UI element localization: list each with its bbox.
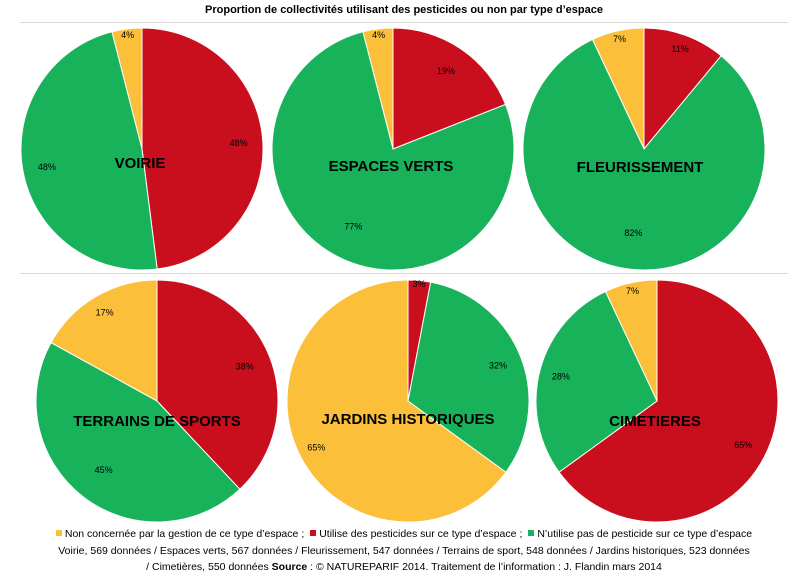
pie-espaces-verts: 4% 19% 77% ESPACES VERTS (271, 27, 515, 271)
middle-separator (20, 273, 788, 274)
pie-slice-cimetieres-n-utilise-pas (535, 290, 658, 473)
top-separator (20, 22, 788, 23)
pie-voirie: 4% 48% 48% VOIRIE (20, 27, 264, 271)
pie-cimetieres: 7% 65% 28% CIMETIERES (535, 279, 779, 523)
legend-separator: ; (301, 528, 305, 540)
pie-slice-terrains-de-sports-utilise (156, 279, 279, 490)
legend-swatch-non-concernee (55, 530, 62, 536)
source-note-counts: / Cimetières, 550 données (146, 561, 272, 573)
legend-label-n-utilise-pas: N’utilise pas de pesticide sur ce type d… (537, 528, 753, 540)
legend-swatch-utilise (310, 530, 317, 536)
chart-title: Proportion de collectivités utilisant de… (205, 4, 603, 16)
data-label-cimetieres-non-concernee: 7% (626, 286, 639, 296)
legend-label-utilise: Utilise des pesticides sur ce type d’esp… (319, 528, 517, 540)
data-label-terrains-de-sports-n-utilise-pas: 45% (95, 465, 113, 475)
legend: Non concernée par la gestion de ce type … (0, 528, 808, 540)
pie-charts-svg: 4% 48% 48% VOIRIE 4% 19% 77% ESPACES VERTS 7% 11%… (20, 27, 779, 523)
pie-label-voirie: VOIRIE (115, 155, 166, 172)
pie-slice-fleurissement-n-utilise-pas (522, 38, 766, 271)
legend-item-non-concernee: Non concernée par la gestion de ce type … (55, 528, 299, 540)
pie-slice-espaces-verts-utilise (392, 27, 507, 150)
pie-label-cimetieres: CIMETIERES (609, 413, 701, 430)
legend-separator: ; (519, 528, 523, 540)
data-label-jardins-historiques-n-utilise-pas: 32% (489, 360, 507, 370)
data-label-fleurissement-utilise: 11% (671, 44, 688, 54)
pie-slice-terrains-de-sports-non-concernee (50, 279, 158, 402)
data-label-voirie-non-concernee: 4% (121, 30, 134, 40)
data-label-fleurissement-n-utilise-pas: 82% (624, 228, 642, 238)
pie-label-espaces-verts: ESPACES VERTS (329, 158, 454, 175)
data-label-cimetieres-utilise: 65% (734, 440, 752, 450)
legend-item-utilise: Utilise des pesticides sur ce type d’esp… (310, 528, 516, 540)
pie-slice-espaces-verts-n-utilise-pas (271, 31, 515, 271)
pie-label-terrains-de-sports: TERRAINS DE SPORTS (73, 413, 241, 430)
data-counts-note: Voirie, 569 données / Espaces verts, 567… (58, 545, 750, 557)
pie-slice-jardins-historiques-non-concernee (286, 279, 507, 523)
data-label-fleurissement-non-concernee: 7% (613, 34, 626, 44)
pie-fleurissement: 7% 11% 82% FLEURISSEMENT (522, 27, 766, 271)
data-label-cimetieres-n-utilise-pas: 28% (552, 371, 570, 381)
data-label-jardins-historiques-utilise: 3% (412, 279, 425, 289)
source-label: Source (271, 561, 308, 573)
data-label-voirie-utilise: 48% (230, 138, 248, 148)
pie-label-fleurissement: FLEURISSEMENT (577, 159, 704, 176)
data-label-espaces-verts-utilise: 19% (437, 66, 455, 76)
data-label-terrains-de-sports-non-concernee: 17% (96, 308, 114, 318)
pie-label-jardins-historiques: JARDINS HISTORIQUES (321, 411, 494, 428)
data-label-voirie-n-utilise-pas: 48% (38, 162, 56, 172)
data-label-terrains-de-sports-utilise: 38% (236, 361, 254, 371)
legend-label-non-concernee: Non concernée par la gestion de ce type … (64, 528, 299, 540)
data-label-espaces-verts-non-concernee: 4% (372, 30, 385, 40)
data-label-espaces-verts-n-utilise-pas: 77% (344, 222, 362, 232)
pie-slice-terrains-de-sports-n-utilise-pas (35, 342, 241, 523)
pie-slice-jardins-historiques-n-utilise-pas (407, 281, 530, 473)
pie-slice-voirie-utilise (141, 27, 264, 270)
source-note: / Cimetières, 550 données Source : © NAT… (0, 561, 808, 573)
pie-slice-fleurissement-utilise (643, 27, 722, 151)
pie-slice-cimetieres-utilise (558, 279, 779, 523)
pie-jardins-historiques: 65% 3% 32% JARDINS HISTORIQUES (286, 279, 530, 523)
source-note-credit: : © NATUREPARIF 2014. Traitement de l’in… (307, 561, 662, 573)
legend-swatch-n-utilise-pas (528, 530, 535, 536)
data-label-jardins-historiques-non-concernee: 65% (307, 443, 325, 453)
pie-slice-voirie-n-utilise-pas (20, 31, 158, 271)
legend-item-n-utilise-pas: N’utilise pas de pesticide sur ce type d… (528, 528, 752, 540)
pie-terrains-de-sports: 17% 38% 45% TERRAINS DE SPORTS (35, 279, 279, 523)
